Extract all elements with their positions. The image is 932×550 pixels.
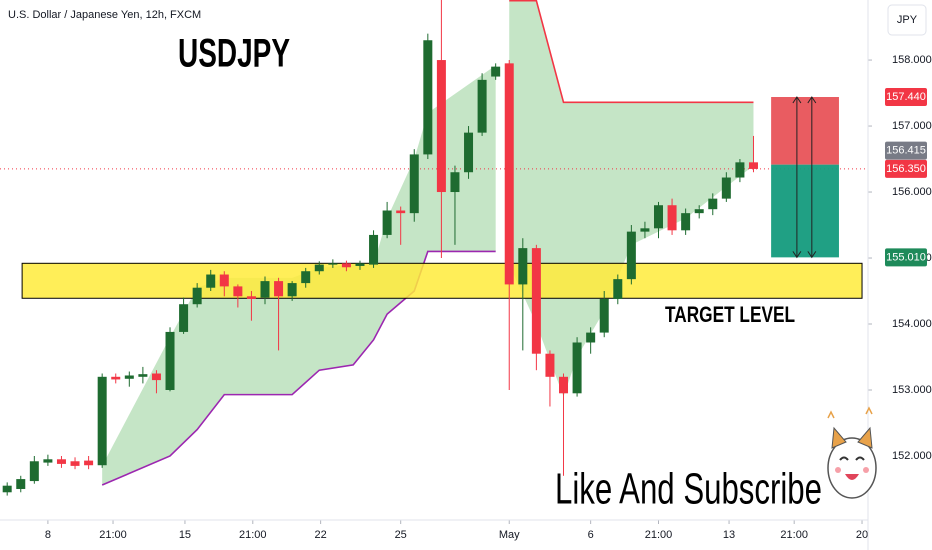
- x-tick-label: 21:00: [780, 529, 808, 541]
- position-target: [771, 164, 839, 258]
- candle-body: [314, 264, 324, 272]
- candle-body: [504, 63, 514, 285]
- candle-body: [97, 376, 107, 466]
- price-label: 156.350: [886, 163, 926, 175]
- price-label: 157.440: [886, 91, 926, 103]
- candle-body: [192, 287, 202, 305]
- candle-body: [260, 281, 270, 298]
- candle-body: [518, 248, 528, 285]
- arrow-head: [792, 96, 802, 259]
- y-tick-label: 152.000: [892, 450, 932, 462]
- candle-body: [653, 205, 663, 229]
- candle-body: [559, 376, 569, 394]
- target-zone: [21, 262, 863, 299]
- candle-body: [341, 263, 351, 268]
- candle-body: [721, 177, 731, 199]
- candle-body: [626, 231, 636, 280]
- chart-title: USDJPY: [178, 32, 290, 76]
- candle-body: [70, 461, 80, 466]
- x-tick-label: 21:00: [99, 529, 127, 541]
- candle-body: [748, 162, 758, 169]
- y-tick-label: 156.000: [892, 186, 932, 198]
- indicator-line: [509, 0, 754, 104]
- price-label-box: [885, 159, 927, 178]
- x-tick-label: 8: [45, 529, 51, 541]
- candle-body: [138, 374, 148, 377]
- candle-body: [111, 376, 121, 380]
- candle-body: [396, 210, 406, 214]
- y-tick-label: 153.000: [892, 384, 932, 396]
- candle-body: [165, 331, 175, 390]
- footer-text: Like And Subscribe: [555, 465, 822, 514]
- candle-body: [667, 205, 677, 231]
- candle-body: [681, 213, 691, 231]
- x-tick-label: 20: [856, 529, 868, 541]
- x-tick-label: 21:00: [645, 529, 673, 541]
- x-tick-label: May: [499, 529, 520, 541]
- candle-body: [274, 281, 284, 297]
- candle-body: [151, 373, 161, 381]
- plot-area: [0, 0, 868, 496]
- price-label-box: [885, 248, 927, 267]
- x-tick-label: 15: [179, 529, 191, 541]
- position-stop: [771, 97, 839, 165]
- candle-body: [29, 461, 39, 482]
- zone-label: TARGET LEVEL: [665, 302, 795, 327]
- candle-body: [694, 209, 704, 214]
- candle-body: [124, 375, 134, 379]
- candle-body: [436, 60, 446, 193]
- cloud: [102, 65, 496, 486]
- price-label: 156.415: [886, 145, 926, 157]
- candle-body: [545, 353, 555, 377]
- currency-button[interactable]: JPY: [887, 4, 927, 36]
- price-label-box: [885, 88, 927, 107]
- candle-body: [84, 460, 94, 466]
- candle-body: [287, 283, 297, 297]
- candle-body: [450, 172, 460, 193]
- symbol-info: U.S. Dollar / Japanese Yen, 12h, FXCM: [8, 9, 201, 21]
- y-tick-label: 157.000: [892, 120, 932, 132]
- candle-body: [219, 274, 229, 287]
- currency-button-label[interactable]: JPY: [897, 14, 918, 26]
- x-tick-label: 25: [395, 529, 407, 541]
- cat-sticker: [827, 406, 877, 499]
- candle-body: [206, 274, 216, 288]
- candle-body: [423, 40, 433, 155]
- candle-body: [735, 162, 745, 178]
- y-tick-label: 154.000: [892, 318, 932, 330]
- x-tick-label: 21:00: [239, 529, 267, 541]
- candle-body: [409, 154, 419, 214]
- candle-body: [599, 298, 609, 333]
- x-tick-label: 13: [723, 529, 735, 541]
- y-tick-label: 158.000: [892, 54, 932, 66]
- candle-body: [56, 459, 66, 464]
- candle-body: [233, 286, 243, 297]
- candle-body: [613, 279, 623, 299]
- candle-body: [43, 459, 53, 463]
- candle-body: [464, 132, 474, 173]
- x-tick-label: 6: [588, 529, 594, 541]
- candle-body: [572, 342, 582, 394]
- candle-body: [531, 248, 541, 354]
- candle-body: [491, 66, 501, 77]
- candle-body: [179, 304, 189, 332]
- price-label: 155.010: [886, 251, 926, 263]
- price-label-box: [885, 141, 927, 160]
- candle-body: [369, 234, 379, 265]
- candle-body: [382, 210, 392, 235]
- candle-body: [708, 198, 718, 210]
- candle-body: [301, 271, 311, 284]
- x-tick-label: 22: [315, 529, 327, 541]
- candle-body: [246, 296, 256, 299]
- candle-body: [355, 263, 365, 266]
- arrow-head: [807, 96, 817, 259]
- candle-body: [640, 228, 650, 232]
- candle-body: [477, 79, 487, 133]
- candle-body: [586, 332, 596, 343]
- candle-body: [16, 479, 26, 489]
- candle-body: [2, 485, 12, 493]
- candle-body: [328, 263, 338, 265]
